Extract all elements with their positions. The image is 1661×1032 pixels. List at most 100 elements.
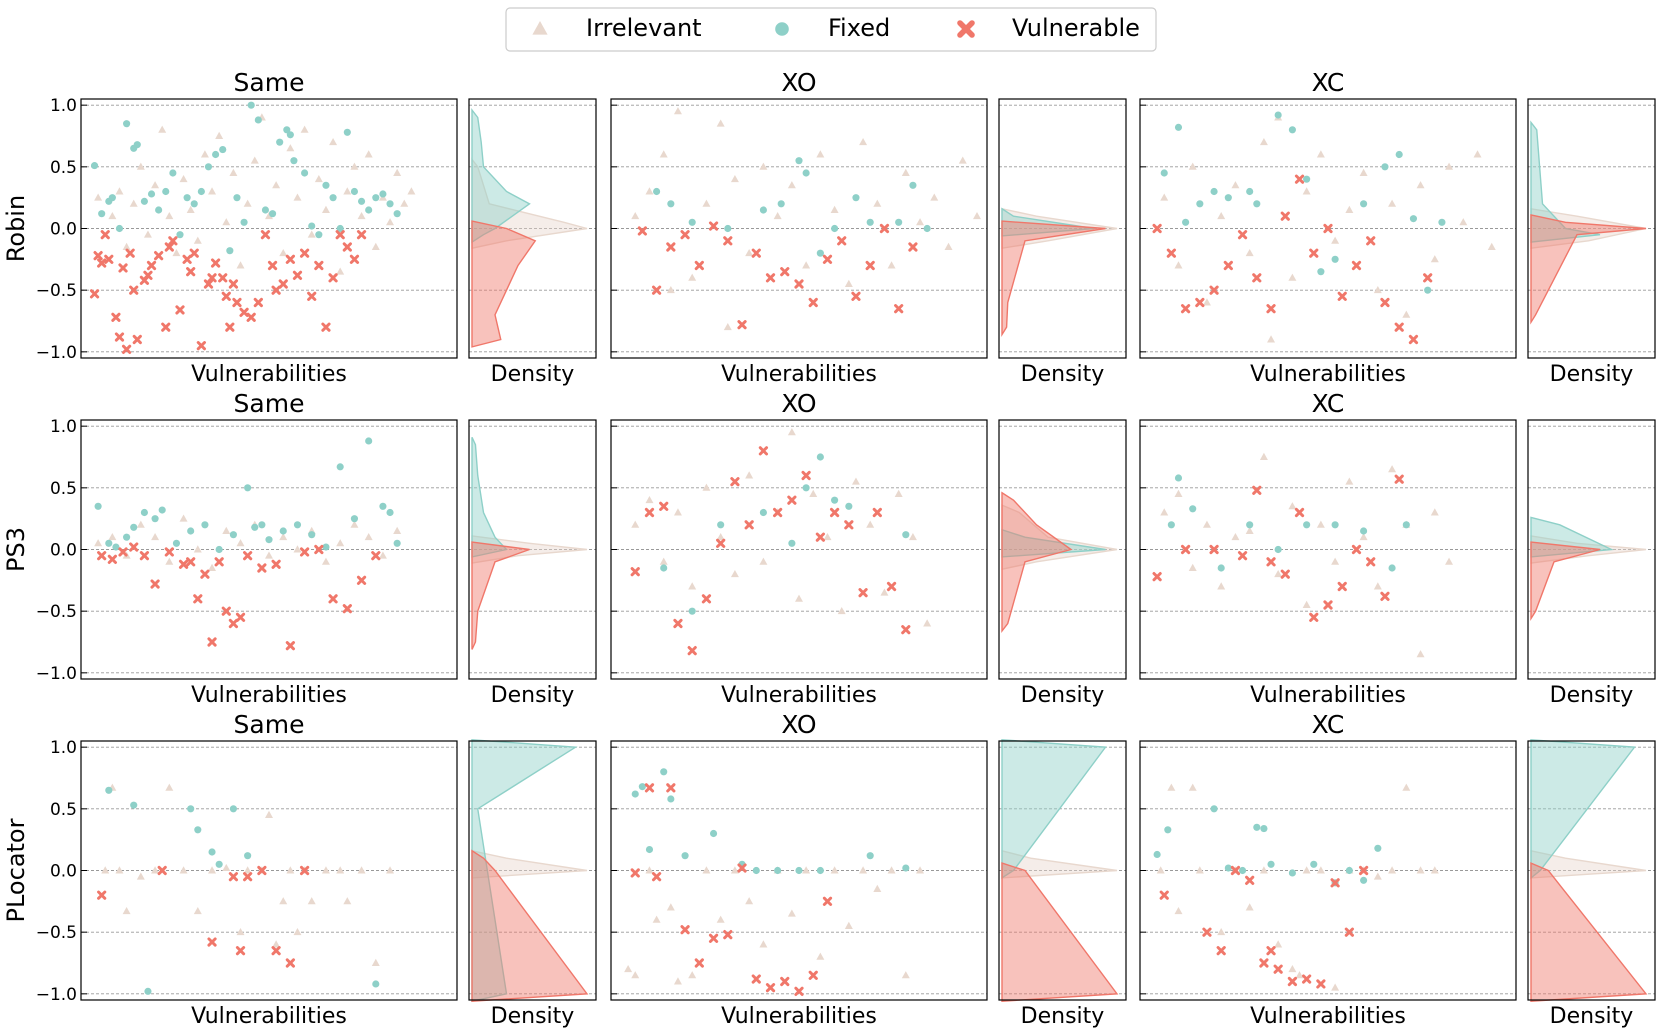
irrelevant-point	[1331, 557, 1340, 565]
irrelevant-point	[208, 563, 217, 571]
irrelevant-point	[688, 582, 697, 590]
panel-ps3-same: Same 1.0 0.5 0.0 −0.5 −1.0 Vulnerabilities Dens…	[36, 389, 597, 708]
vulnerable-point	[1266, 304, 1276, 314]
density-fixed	[1530, 739, 1636, 880]
vulnerable-point	[737, 863, 747, 873]
irrelevant-point	[973, 211, 981, 220]
density-panel: Density	[468, 739, 597, 1029]
fixed-point	[365, 206, 373, 214]
vulnerable-point	[1366, 557, 1376, 567]
vulnerable-point	[708, 221, 719, 231]
vulnerable-point	[1152, 223, 1162, 234]
vulnerable-point	[107, 554, 117, 564]
fixed-point	[386, 508, 394, 517]
vulnerable-point	[1202, 927, 1212, 937]
vulnerable-point	[644, 783, 655, 793]
fixed-point	[130, 801, 138, 809]
y-tick-label: 0.5	[50, 479, 77, 499]
fixed-point	[144, 987, 152, 995]
vulnerable-point	[815, 532, 825, 542]
irrelevant-point	[702, 199, 711, 207]
vulnerable-point	[808, 970, 818, 980]
irrelevant-point	[1345, 477, 1354, 485]
vulnerable-point	[1330, 878, 1340, 888]
fixed-point	[1303, 521, 1311, 529]
irrelevant-point	[1416, 866, 1425, 874]
vulnerable-point	[886, 581, 897, 592]
irrelevant-point	[1259, 452, 1268, 460]
irrelevant-point	[645, 495, 654, 504]
fixed-point	[365, 437, 373, 445]
irrelevant-point	[908, 532, 917, 541]
vulnerable-point	[299, 865, 310, 876]
irrelevant-point	[759, 162, 768, 170]
fixed-point	[923, 224, 931, 233]
fixed-point	[283, 126, 291, 134]
irrelevant-point	[1174, 261, 1183, 269]
irrelevant-point	[759, 940, 768, 948]
vulnerable-point	[808, 297, 818, 308]
irrelevant-point	[222, 218, 231, 226]
panel-frame	[610, 98, 988, 359]
fixed-point	[866, 852, 874, 860]
fixed-point	[372, 194, 380, 202]
irrelevant-point	[272, 181, 281, 189]
vulnerable-point	[271, 559, 281, 569]
panel-title: XO	[781, 68, 816, 97]
irrelevant-point	[222, 863, 231, 871]
row-labels: Robin PS3 PLocator	[2, 195, 30, 923]
irrelevant-point	[859, 137, 868, 146]
fixed-point	[372, 980, 380, 988]
vulnerable-point	[1366, 236, 1376, 246]
irrelevant-point	[300, 125, 309, 133]
vulnerable-point	[299, 547, 310, 557]
irrelevant-point	[901, 168, 910, 176]
irrelevant-point	[279, 248, 288, 257]
irrelevant-point	[350, 520, 359, 528]
y-tick-label: −0.5	[36, 923, 77, 943]
legend-vulnerable-label: Vulnerable	[1012, 14, 1140, 42]
fixed-point	[1331, 521, 1339, 529]
irrelevant-point	[716, 532, 725, 541]
irrelevant-point	[151, 532, 160, 541]
irrelevant-point	[844, 921, 853, 929]
fixed-point	[895, 218, 903, 226]
fixed-point	[1210, 805, 1218, 813]
irrelevant-point	[887, 261, 896, 269]
irrelevant-point	[1160, 508, 1169, 516]
vulnerable-point	[292, 270, 303, 280]
vulnerable-point	[307, 291, 317, 301]
vulnerable-point	[232, 297, 242, 308]
irrelevant-point	[1288, 273, 1297, 281]
irrelevant-point	[129, 199, 138, 207]
fixed-point	[902, 531, 910, 539]
irrelevant-point	[1202, 298, 1211, 306]
irrelevant-point	[1373, 582, 1382, 590]
fixed-point	[258, 521, 266, 529]
vulnerable-point	[175, 305, 185, 315]
fixed-point	[1224, 194, 1232, 202]
irrelevant-point	[1316, 520, 1325, 528]
irrelevant-point	[659, 557, 668, 565]
fixed-point	[1288, 869, 1296, 877]
fixed-point	[795, 866, 803, 875]
density-panel: Density	[1527, 98, 1656, 387]
fixed-point	[717, 521, 725, 529]
vulnerable-point	[1309, 612, 1319, 622]
irrelevant-point	[916, 866, 925, 874]
fixed-point	[247, 101, 255, 109]
vulnerable-point	[221, 606, 231, 616]
fixed-point	[1253, 200, 1261, 208]
vulnerable-point	[1266, 946, 1276, 956]
fixed-point	[201, 521, 209, 529]
vulnerable-point	[267, 260, 278, 271]
irrelevant-point	[1188, 162, 1197, 170]
irrelevant-point	[236, 539, 245, 547]
irrelevant-point	[1473, 150, 1482, 158]
x-axis-label: Vulnerabilities	[191, 1004, 347, 1029]
irrelevant-point	[645, 866, 654, 874]
irrelevant-point	[823, 532, 832, 541]
vulnerable-point	[666, 783, 676, 793]
vulnerable-point	[235, 612, 246, 622]
fixed-point	[254, 116, 262, 124]
